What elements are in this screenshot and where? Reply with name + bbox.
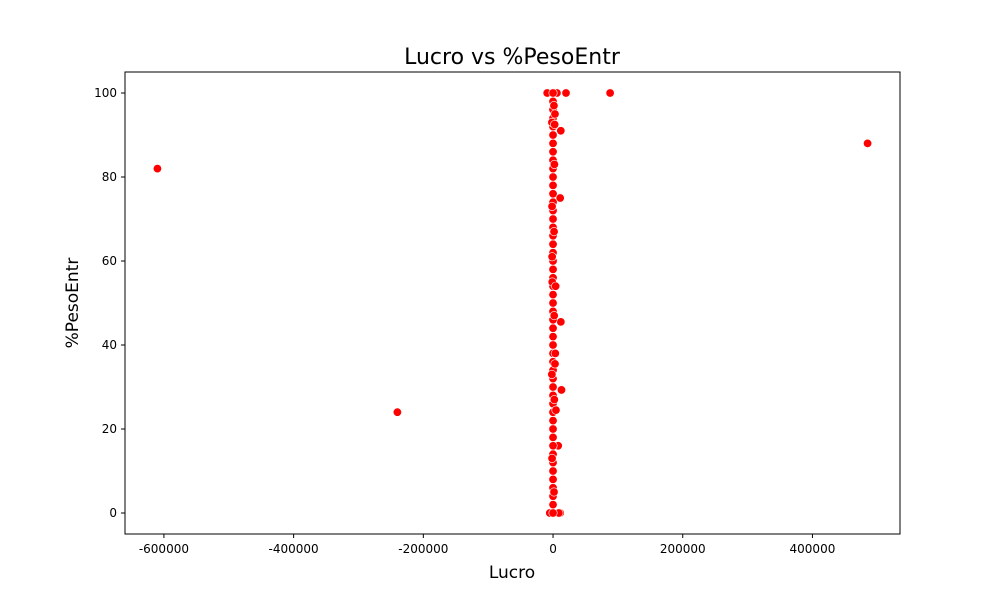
- chart-title: Lucro vs %PesoEntr: [404, 45, 621, 70]
- plot-area: [125, 72, 900, 534]
- data-point: [556, 126, 566, 136]
- data-point: [556, 317, 566, 327]
- data-point: [548, 88, 558, 98]
- data-point: [548, 214, 558, 224]
- x-tick-label: 0: [549, 542, 557, 556]
- data-point: [556, 385, 566, 395]
- data-point: [550, 109, 560, 119]
- data-point: [548, 500, 558, 510]
- data-point: [152, 164, 162, 174]
- data-point: [561, 88, 571, 98]
- data-point: [547, 453, 557, 463]
- data-point: [548, 323, 558, 333]
- data-point: [548, 424, 558, 434]
- plot-frame: [124, 71, 901, 535]
- x-axis-title: Lucro: [489, 563, 535, 583]
- data-point: [548, 416, 558, 426]
- y-tick-label: 20: [102, 422, 117, 436]
- y-tick-label: 80: [102, 170, 117, 184]
- data-point: [548, 189, 558, 199]
- data-point: [549, 227, 559, 237]
- data-point: [550, 359, 560, 369]
- data-point: [863, 138, 873, 148]
- y-tick-label: 60: [102, 254, 117, 268]
- data-point: [548, 382, 558, 392]
- data-point: [548, 130, 558, 140]
- y-axis-title: %PesoEntr: [63, 258, 83, 349]
- data-point: [551, 281, 561, 291]
- data-point: [605, 88, 615, 98]
- data-point: [547, 201, 557, 211]
- data-point: [548, 298, 558, 308]
- x-tick-label: -600000: [139, 542, 189, 556]
- data-point: [549, 311, 559, 321]
- data-point: [548, 138, 558, 148]
- data-point: [549, 159, 559, 169]
- data-point: [550, 348, 560, 358]
- data-point: [549, 395, 559, 405]
- data-point: [548, 264, 558, 274]
- axis-ticks: -600000 -400000 -200000 0 200000 400000 0 20 40 6…: [94, 86, 835, 556]
- y-tick-label: 0: [109, 506, 117, 520]
- data-point: [549, 101, 559, 111]
- data-point: [551, 405, 561, 415]
- data-points: [152, 88, 873, 518]
- data-point: [548, 432, 558, 442]
- data-point: [549, 487, 559, 497]
- y-tick-label: 40: [102, 338, 117, 352]
- x-tick-label: -400000: [269, 542, 319, 556]
- data-point: [548, 239, 558, 249]
- data-point: [547, 252, 557, 262]
- data-point: [548, 466, 558, 476]
- x-tick-label: 400000: [790, 542, 836, 556]
- data-point: [548, 508, 558, 518]
- y-tick-label: 100: [94, 86, 117, 100]
- data-point: [550, 120, 560, 130]
- data-point: [548, 340, 558, 350]
- data-point: [555, 193, 565, 203]
- x-tick-label: 200000: [660, 542, 706, 556]
- data-point: [548, 172, 558, 182]
- data-point: [392, 407, 402, 417]
- data-point: [548, 332, 558, 342]
- data-point: [548, 290, 558, 300]
- data-point: [547, 369, 557, 379]
- data-point: [548, 441, 558, 451]
- x-tick-label: -200000: [398, 542, 448, 556]
- data-point: [548, 180, 558, 190]
- data-point: [548, 474, 558, 484]
- data-point: [548, 147, 558, 157]
